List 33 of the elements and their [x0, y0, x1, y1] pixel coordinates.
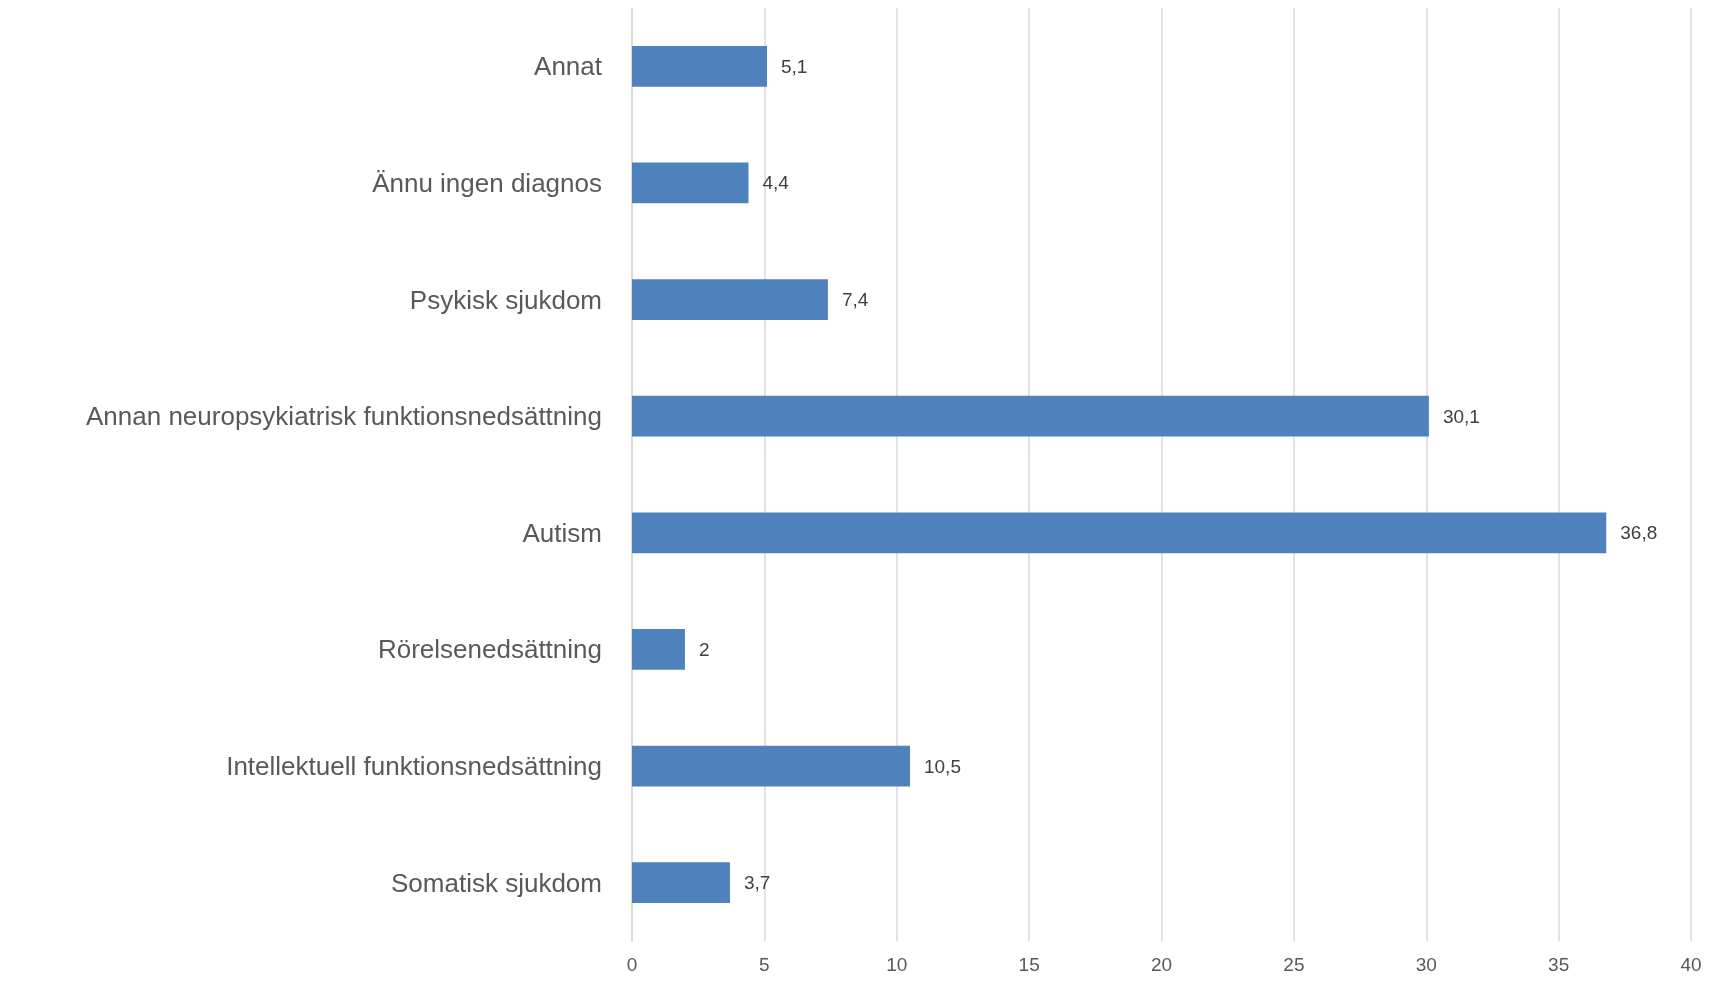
bar	[632, 45, 768, 87]
y-tick-label: Psykisk sjukdom	[409, 284, 602, 315]
bar	[632, 862, 730, 904]
x-tick-label: 10	[886, 954, 908, 975]
bar	[632, 162, 749, 204]
x-tick-label: 35	[1548, 954, 1570, 975]
data-label: 36,8	[1620, 522, 1658, 544]
data-label: 2	[698, 638, 710, 660]
data-label: 10,5	[923, 755, 961, 777]
x-tick-label: 25	[1283, 954, 1305, 975]
bar	[632, 279, 828, 320]
data-label: 5,1	[781, 55, 808, 77]
bar	[632, 629, 685, 670]
x-tick-label: 15	[1018, 954, 1040, 975]
data-label: 30,1	[1442, 405, 1480, 427]
y-tick-label: Rörelsenedsättning	[377, 634, 602, 665]
data-label: 7,4	[841, 289, 869, 311]
data-label: 3,7	[743, 872, 771, 894]
x-tick-label: 30	[1415, 954, 1437, 975]
y-tick-label: Autism	[522, 517, 602, 548]
y-tick-label: Somatisk sjukdom	[391, 867, 602, 898]
x-tick-label: 40	[1680, 954, 1702, 975]
y-tick-label: Annan neuropsykiatrisk funktionsnedsättning	[86, 401, 602, 432]
bar	[632, 745, 910, 787]
y-tick-label: Annat	[534, 51, 603, 82]
x-tick-label: 20	[1150, 954, 1173, 975]
data-label: 4,4	[762, 172, 790, 194]
bar	[632, 395, 1429, 437]
y-tick-label: Intellektuell funktionsnedsättning	[226, 751, 602, 782]
x-tick-label: 0	[626, 954, 638, 975]
bar	[632, 512, 1607, 554]
y-tick-label: Ännu ingen diagnos	[372, 167, 602, 198]
x-tick-label: 5	[759, 954, 770, 975]
